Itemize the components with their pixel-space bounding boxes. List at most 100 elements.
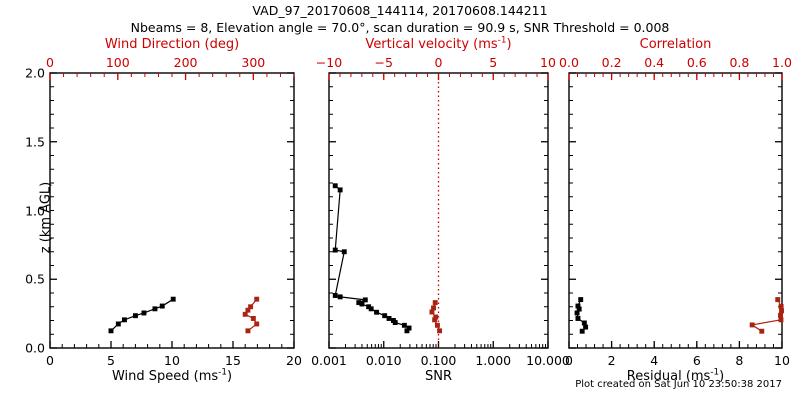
- data-point-marker: [429, 309, 435, 315]
- data-point-marker: [433, 314, 439, 320]
- plot-footer: Plot created on Sat Jun 10 23:50:38 2017: [575, 379, 782, 390]
- x-axis-label: Wind Speed (ms-1): [111, 367, 233, 384]
- data-point-marker: [778, 317, 784, 323]
- data-point-marker: [332, 293, 338, 298]
- data-point-marker: [575, 303, 581, 309]
- x-tick-label: 5: [107, 353, 115, 368]
- top-x-tick-label: 5: [489, 55, 498, 70]
- data-point-marker: [575, 315, 581, 321]
- top-x-tick-label: 0.0: [559, 55, 579, 70]
- y-tick-label: 0.0: [25, 340, 45, 356]
- data-point-marker: [578, 297, 584, 303]
- data-point-marker: [432, 300, 438, 306]
- top-x-tick-label: 200: [173, 55, 198, 70]
- data-point-marker: [108, 328, 114, 334]
- data-point-marker: [362, 297, 368, 303]
- top-axis-label: Correlation: [639, 37, 712, 52]
- top-x-tick-label: 0: [46, 55, 54, 70]
- data-point-marker: [242, 311, 248, 317]
- data-point-marker: [778, 304, 784, 309]
- panel-frame: [568, 72, 783, 349]
- y-axis-label: z (km AGL): [38, 181, 54, 254]
- data-point-marker: [581, 320, 587, 326]
- data-point-marker: [121, 317, 127, 323]
- data-point-marker: [779, 308, 785, 314]
- plot-title: VAD_97_20170608_144114, 20170608.144211: [252, 3, 548, 18]
- data-point-marker: [115, 321, 121, 327]
- y-tick-label: 1.0: [25, 203, 45, 218]
- data-point-marker: [170, 296, 176, 302]
- x-tick-label: 10: [774, 353, 790, 368]
- data-point-marker: [248, 304, 254, 310]
- y-tick-label: 1.5: [25, 134, 45, 150]
- x-tick-label: 20: [286, 353, 302, 368]
- y-tick-label: 2.0: [25, 65, 45, 81]
- data-point-marker: [245, 307, 251, 313]
- top-x-tick-label: 0.4: [644, 55, 665, 70]
- x-tick-label: 10.000: [526, 353, 570, 368]
- data-point-marker: [337, 294, 343, 300]
- data-point-marker: [775, 297, 781, 303]
- top-x-tick-label: 300: [241, 55, 266, 70]
- x-tick-label: 0: [565, 353, 573, 368]
- data-point-marker: [759, 328, 765, 334]
- top-axis-label: Vertical velocity (ms-1): [365, 35, 512, 52]
- data-point-marker: [434, 322, 440, 328]
- data-point-marker: [579, 328, 585, 334]
- data-point-marker: [583, 324, 589, 330]
- y-tick-label: 0.5: [25, 271, 45, 287]
- data-point-marker: [366, 304, 372, 310]
- x-tick-label: 1.000: [475, 353, 512, 368]
- panel-frame: [49, 72, 295, 349]
- top-x-tick-label: −10: [315, 55, 343, 70]
- top-x-tick-label: 100: [105, 55, 130, 70]
- x-tick-label: 0.010: [365, 353, 402, 368]
- top-axis-label: Wind Direction (deg): [104, 37, 240, 52]
- data-point-marker: [250, 315, 256, 321]
- top-x-tick-label: 0.2: [601, 55, 622, 70]
- x-tick-label: 0: [46, 353, 54, 368]
- x-axis-label: SNR: [424, 369, 453, 384]
- data-point-marker: [152, 306, 158, 312]
- data-point-marker: [254, 321, 260, 327]
- data-point-marker: [374, 309, 380, 315]
- top-x-tick-label: 1.0: [772, 55, 792, 70]
- data-point-marker: [132, 313, 138, 319]
- data-point-marker: [245, 328, 251, 334]
- data-point-marker: [390, 318, 396, 323]
- top-x-tick-label: 0.8: [729, 55, 750, 70]
- data-point-marker: [749, 322, 755, 328]
- x-tick-label: 2: [607, 353, 616, 368]
- top-x-tick-label: −5: [374, 55, 393, 70]
- top-x-tick-label: 10: [540, 55, 556, 70]
- x-tick-label: 0.100: [420, 353, 457, 368]
- data-point-marker: [386, 315, 392, 321]
- plot-subtitle: Nbeams = 8, Elevation angle = 70.0°, sca…: [130, 20, 670, 35]
- x-tick-label: 8: [735, 353, 744, 368]
- x-tick-label: 15: [225, 353, 241, 368]
- data-point-marker: [159, 303, 165, 309]
- data-point-marker: [141, 310, 147, 316]
- data-point-marker: [332, 183, 338, 189]
- x-axis-label: Residual (ms-1): [626, 367, 725, 384]
- top-x-tick-label: 0.6: [686, 55, 707, 70]
- x-tick-label: 4: [650, 353, 659, 368]
- data-point-marker: [778, 312, 783, 318]
- data-point-marker: [254, 296, 260, 302]
- data-point-marker: [406, 325, 412, 331]
- data-point-marker: [431, 305, 437, 311]
- top-x-tick-label: 0: [434, 55, 443, 70]
- data-point-marker: [341, 249, 347, 255]
- data-point-marker: [337, 187, 343, 193]
- data-point-marker: [437, 328, 443, 334]
- x-tick-label: 6: [692, 353, 701, 368]
- data-point-marker: [356, 300, 362, 306]
- series-line: [750, 299, 783, 332]
- data-point-marker: [382, 313, 388, 319]
- x-tick-label: 0.001: [311, 353, 347, 368]
- data-point-marker: [401, 322, 407, 328]
- data-point-marker: [332, 247, 338, 253]
- x-tick-label: 10: [164, 353, 180, 368]
